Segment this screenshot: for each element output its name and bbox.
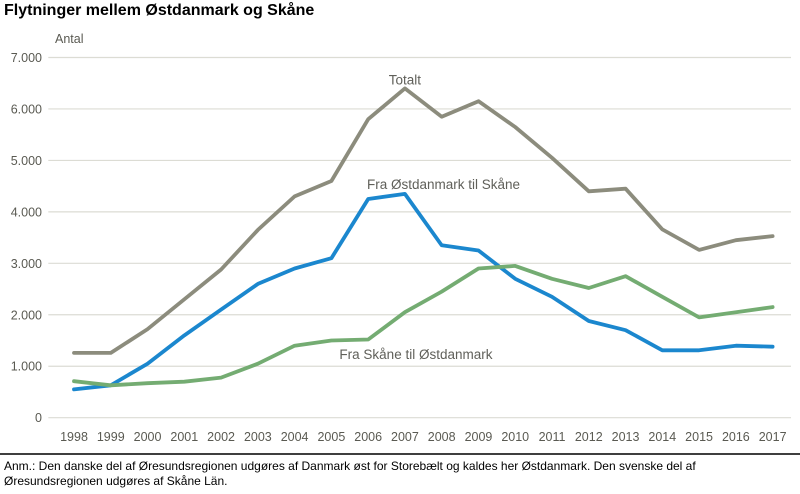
x-tick-label-1999: 1999 [97,430,125,444]
y-tick-label: 4.000 [11,205,42,219]
y-tick-label: 1.000 [11,360,42,374]
chart-title: Flytninger mellem Østdanmark og Skåne [4,2,315,19]
x-tick-label-2009: 2009 [465,430,493,444]
x-tick-label-2002: 2002 [207,430,235,444]
x-tick-label-2005: 2005 [317,430,345,444]
fra-stdanmark-til-sk-ne-label: Fra Østdanmark til Skåne [367,177,520,192]
x-tick-label-2006: 2006 [354,430,382,444]
footnote-divider [0,453,800,455]
y-tick-label: 0 [35,411,42,425]
x-tick-label-2015: 2015 [685,430,713,444]
y-tick-label: 6.000 [11,102,42,116]
y-tick-label: 5.000 [11,154,42,168]
fra-stdanmark-til-sk-ne-line [72,191,775,392]
x-tick-label-2016: 2016 [722,430,750,444]
y-tick-label: 3.000 [11,257,42,271]
line-chart: 0 1.000 2.000 3.000 4.000 5.000 6.000 7.000 Anta… [11,32,791,444]
x-tick-label-2003: 2003 [244,430,272,444]
footnote: Anm.: Den danske del af Øresundsregionen… [4,459,696,488]
x-tick-label-2011: 2011 [539,430,566,444]
x-tick-label-2017: 2017 [759,430,787,444]
y-axis-title: Antal [55,32,84,46]
x-tick-label-2000: 2000 [134,430,162,444]
x-tick-label-2007: 2007 [391,430,419,444]
x-tick-label-2014: 2014 [648,430,676,444]
totalt-line [72,86,775,355]
fra-sk-ne-til-stdanmark-label: Fra Skåne til Østdanmark [339,347,492,362]
y-tick-label: 7.000 [11,51,42,65]
totalt-label: Totalt [389,72,422,87]
fra-sk-ne-til-stdanmark-line [72,263,775,388]
x-tick-label-2004: 2004 [281,430,309,444]
x-tick-label-2001: 2001 [170,430,198,444]
x-tick-label-2012: 2012 [575,430,603,444]
x-tick-label-2013: 2013 [612,430,640,444]
x-tick-label-1998: 1998 [60,430,88,444]
y-tick-label: 2.000 [11,308,42,322]
x-tick-label-2010: 2010 [501,430,529,444]
x-tick-label-2008: 2008 [428,430,456,444]
